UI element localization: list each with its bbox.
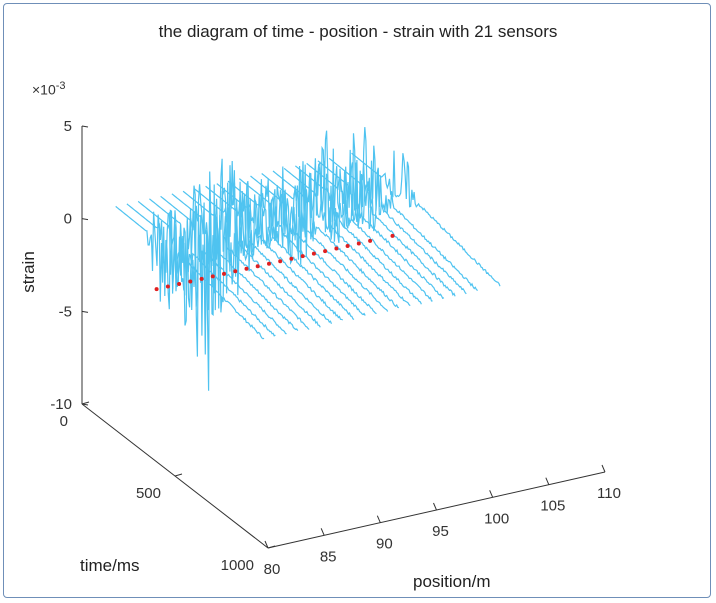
sensor-marker-1	[154, 287, 159, 292]
position-tick-label: 105	[540, 498, 565, 515]
sensor-line-19	[317, 127, 467, 295]
position-tick-label: 80	[264, 561, 281, 578]
sensor-line-1	[115, 205, 265, 340]
position-tick-label: 100	[484, 510, 509, 527]
position-axis-label: position/m	[413, 572, 490, 591]
sensor-marker-19	[356, 241, 361, 246]
sensor-marker-20	[368, 238, 373, 243]
sensor-marker-11	[267, 261, 271, 266]
sensor-line-21	[351, 150, 501, 287]
time-tick	[174, 473, 183, 477]
sensor-marker-8	[233, 269, 238, 274]
z-scale-label: ×10-3	[32, 80, 66, 98]
strain-tick	[81, 218, 89, 221]
sensor-line-14	[261, 170, 411, 307]
sensor-marker-7	[222, 271, 226, 276]
sensor-marker-14	[300, 254, 305, 259]
strain-tick-label: -5	[59, 303, 72, 320]
sensor-line-13	[250, 161, 400, 309]
z-scale-exponent: -3	[55, 80, 66, 92]
sensor-marker-9	[244, 266, 249, 271]
sensor-line-9	[205, 183, 355, 321]
sensor-marker-17	[334, 246, 339, 251]
series-group	[115, 127, 501, 391]
sensor-marker-6	[210, 274, 215, 279]
sensor-line-8	[193, 180, 344, 321]
time-tick-label: 0	[60, 413, 68, 430]
position-tick-label: 90	[376, 536, 393, 553]
position-tick-label: 85	[320, 548, 337, 565]
time-tick	[267, 545, 276, 549]
sensor-marker-3	[177, 282, 182, 286]
marker-group	[154, 233, 395, 292]
sensor-marker-2	[165, 284, 170, 289]
time-tick-label: 1000	[221, 557, 254, 574]
sensor-marker-16	[323, 249, 328, 254]
strain-tick-label: 5	[64, 118, 72, 135]
strain-tick	[81, 310, 89, 313]
sensor-line-20	[328, 145, 479, 292]
sensor-marker-12	[278, 259, 283, 264]
position-tick	[320, 528, 325, 536]
chart-title: the diagram of time - position - strain …	[158, 22, 558, 41]
time-tick-label: 500	[136, 485, 161, 502]
position-tick-label: 95	[432, 523, 449, 540]
axes	[81, 125, 606, 549]
strain-tick-label: -10	[50, 396, 72, 413]
strain-axis-label: strain	[19, 251, 38, 293]
z-scale-base: ×10	[32, 81, 56, 98]
sensor-marker-13	[289, 256, 294, 261]
time-tick	[81, 401, 90, 405]
position-tick	[489, 490, 494, 498]
figure-frame	[3, 3, 711, 598]
position-tick	[601, 464, 606, 473]
position-tick-label: 110	[597, 485, 621, 502]
sensor-line-11	[227, 179, 377, 315]
sensor-marker-21	[390, 233, 395, 238]
position-tick	[376, 515, 381, 523]
position-tick	[545, 477, 550, 485]
sensor-line-7	[182, 160, 333, 324]
sensor-line-18	[306, 133, 456, 297]
sensor-marker-4	[188, 279, 193, 284]
position-tick	[264, 540, 269, 549]
sensor-marker-10	[255, 264, 260, 269]
sensor-line-15	[272, 158, 422, 305]
sensor-line-10	[216, 179, 366, 316]
sensor-marker-15	[311, 251, 316, 256]
time-axis-label: time/ms	[80, 556, 140, 575]
sensor-marker-5	[199, 276, 204, 281]
position-tick	[433, 502, 437, 511]
strain-tick	[81, 125, 89, 128]
strain-tick-label: 0	[64, 211, 72, 228]
sensor-line-6	[171, 158, 321, 328]
sensor-marker-18	[345, 244, 350, 248]
